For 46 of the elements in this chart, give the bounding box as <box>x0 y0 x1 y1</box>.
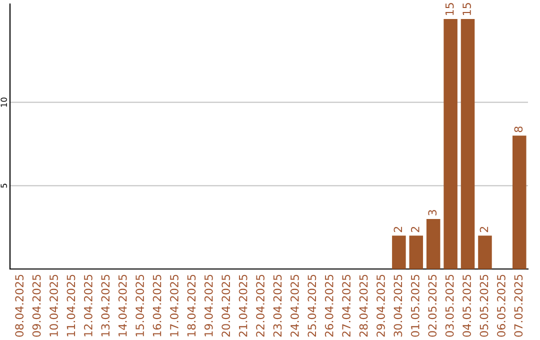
bar <box>478 236 492 269</box>
x-tick-label: 20.04.2025 <box>222 274 230 337</box>
x-tick-label: 27.04.2025 <box>342 274 351 337</box>
x-tick-label: 30.04.2025 <box>394 274 402 337</box>
x-tick-label: 07.05.2025 <box>514 274 523 337</box>
x-tick-label: 26.04.2025 <box>324 274 334 337</box>
data-label: 15 <box>462 3 471 15</box>
bar <box>460 19 475 269</box>
x-tick-label: 24.04.2025 <box>290 274 299 337</box>
x-tick-label: 06.05.2025 <box>497 274 506 337</box>
x-tick-label: 02.05.2025 <box>428 274 437 337</box>
data-label: 8 <box>514 126 523 132</box>
x-tick-label: 03.05.2025 <box>445 274 454 337</box>
bar <box>444 19 458 269</box>
x-tick-label: 18.04.2025 <box>187 274 196 336</box>
x-tick-label: 23.04.2025 <box>273 274 282 337</box>
data-label: 2 <box>410 226 420 232</box>
x-tick-label: 16.04.2025 <box>152 274 162 336</box>
x-tick-label: 19.04.2025 <box>204 274 213 336</box>
bar <box>512 136 526 269</box>
x-tick-label: 12.04.2025 <box>84 274 92 336</box>
bar <box>409 236 424 269</box>
x-tick-label: 15.04.2025 <box>136 274 144 336</box>
x-tick-label: 13.04.2025 <box>101 274 110 336</box>
x-tick-label: 09.04.2025 <box>32 274 41 337</box>
bar <box>426 219 440 269</box>
x-tick-label: 01.05.2025 <box>410 274 420 337</box>
x-tick-label: 04.05.2025 <box>462 274 471 337</box>
x-tick-label: 29.04.2025 <box>376 274 385 337</box>
x-tick-label: 28.04.2025 <box>359 274 368 337</box>
x-tick-label: 17.04.2025 <box>170 274 178 336</box>
x-tick-label: 08.04.2025 <box>15 274 24 337</box>
x-tick-label: 11.04.2025 <box>66 274 76 336</box>
x-tick-label: 10.04.2025 <box>50 274 58 336</box>
x-tick-label: 21.04.2025 <box>238 274 248 337</box>
y-tick-label: 5 <box>0 184 7 188</box>
data-label: 2 <box>394 226 402 232</box>
x-tick-label: 22.04.2025 <box>256 274 264 337</box>
x-tick-label: 05.05.2025 <box>480 274 488 337</box>
y-tick-label: 10 <box>0 98 7 107</box>
bar <box>392 236 406 269</box>
data-label: 15 <box>446 3 454 15</box>
x-tick-label: 14.04.2025 <box>118 274 127 336</box>
data-label: 2 <box>480 226 488 232</box>
x-tick-label: 25.04.2025 <box>308 274 316 337</box>
data-label: 3 <box>428 210 437 216</box>
